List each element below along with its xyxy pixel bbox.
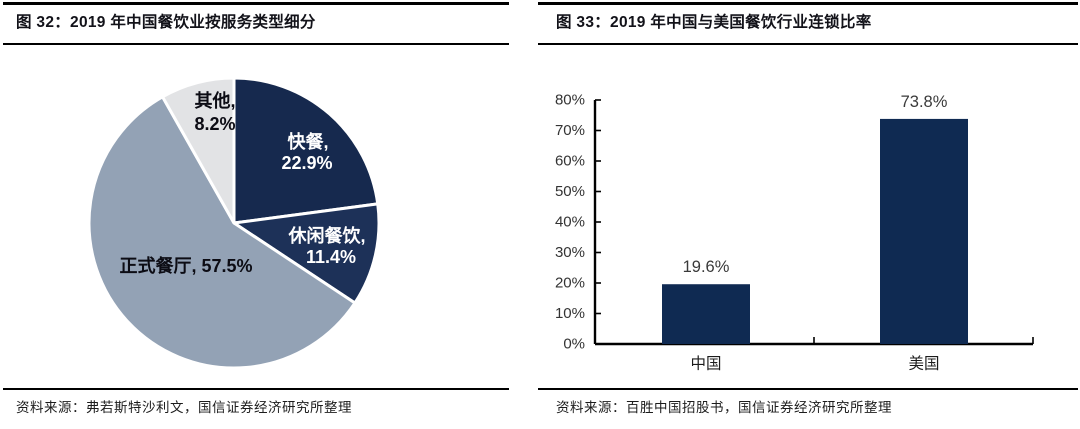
left-panel-top-rule [3, 2, 509, 5]
y-axis-tick-label: 40% [555, 214, 585, 231]
y-axis-tick-label: 70% [555, 122, 585, 139]
pie-slice-1 [232, 202, 381, 305]
bar-1 [880, 118, 968, 344]
pie-slice-label: 休闲餐饮, [287, 225, 365, 246]
y-axis-tick-label: 80% [555, 92, 585, 109]
left-panel-source-rule [3, 388, 509, 390]
bar-chart: 0% 10% 20% 30% 40% 50% 60% 70% 80% 19.6% 中国 73.8% 美国 [555, 92, 1034, 373]
pie-slice-label: 8.2% [194, 114, 235, 134]
bar-category-label: 美国 [908, 355, 939, 373]
left-panel-title-rule [3, 43, 509, 45]
right-panel-source: 资料来源：百胜中国招股书，国信证券经济研究所整理 [556, 400, 892, 415]
pie-slice-label: 快餐, [287, 131, 328, 152]
y-axis-tick-label: 50% [555, 183, 585, 200]
pie-slice-label: 22.9% [281, 153, 332, 173]
left-panel-source: 资料来源：弗若斯特沙利文，国信证券经济研究所整理 [16, 400, 352, 415]
pie-slice-label: 正式餐厅, 57.5% [119, 255, 252, 276]
bar-value-label: 73.8% [901, 93, 948, 111]
y-axis-tick-label: 20% [555, 275, 585, 292]
y-axis-tick-label: 0% [563, 336, 585, 353]
pie-slice-0 [232, 76, 380, 225]
y-axis-tick-label: 30% [555, 244, 585, 261]
pie-slice-label: 其他, [194, 90, 235, 111]
bar-value-label: 19.6% [683, 258, 730, 276]
right-panel-title: 图 33：2019 年中国与美国餐饮行业连锁比率 [556, 14, 872, 31]
y-axis-tick-label: 10% [555, 305, 585, 322]
pie-slice-label: 11.4% [306, 247, 356, 267]
pie-slice-3 [161, 76, 236, 225]
right-panel-source-rule [538, 388, 1078, 390]
y-axis-tick-label: 60% [555, 153, 585, 170]
right-panel-title-rule [538, 43, 1078, 45]
left-panel-title: 图 32：2019 年中国餐饮业按服务类型细分 [16, 14, 316, 31]
pie-chart: 快餐,22.9% 休闲餐饮,11.4% 正式餐厅, 57.5% 其他, 8.2% [87, 76, 381, 370]
bar-category-label: 中国 [690, 355, 721, 373]
pie-slice-2 [87, 95, 357, 370]
bar-0 [662, 284, 750, 344]
right-panel-top-rule [538, 2, 1078, 5]
